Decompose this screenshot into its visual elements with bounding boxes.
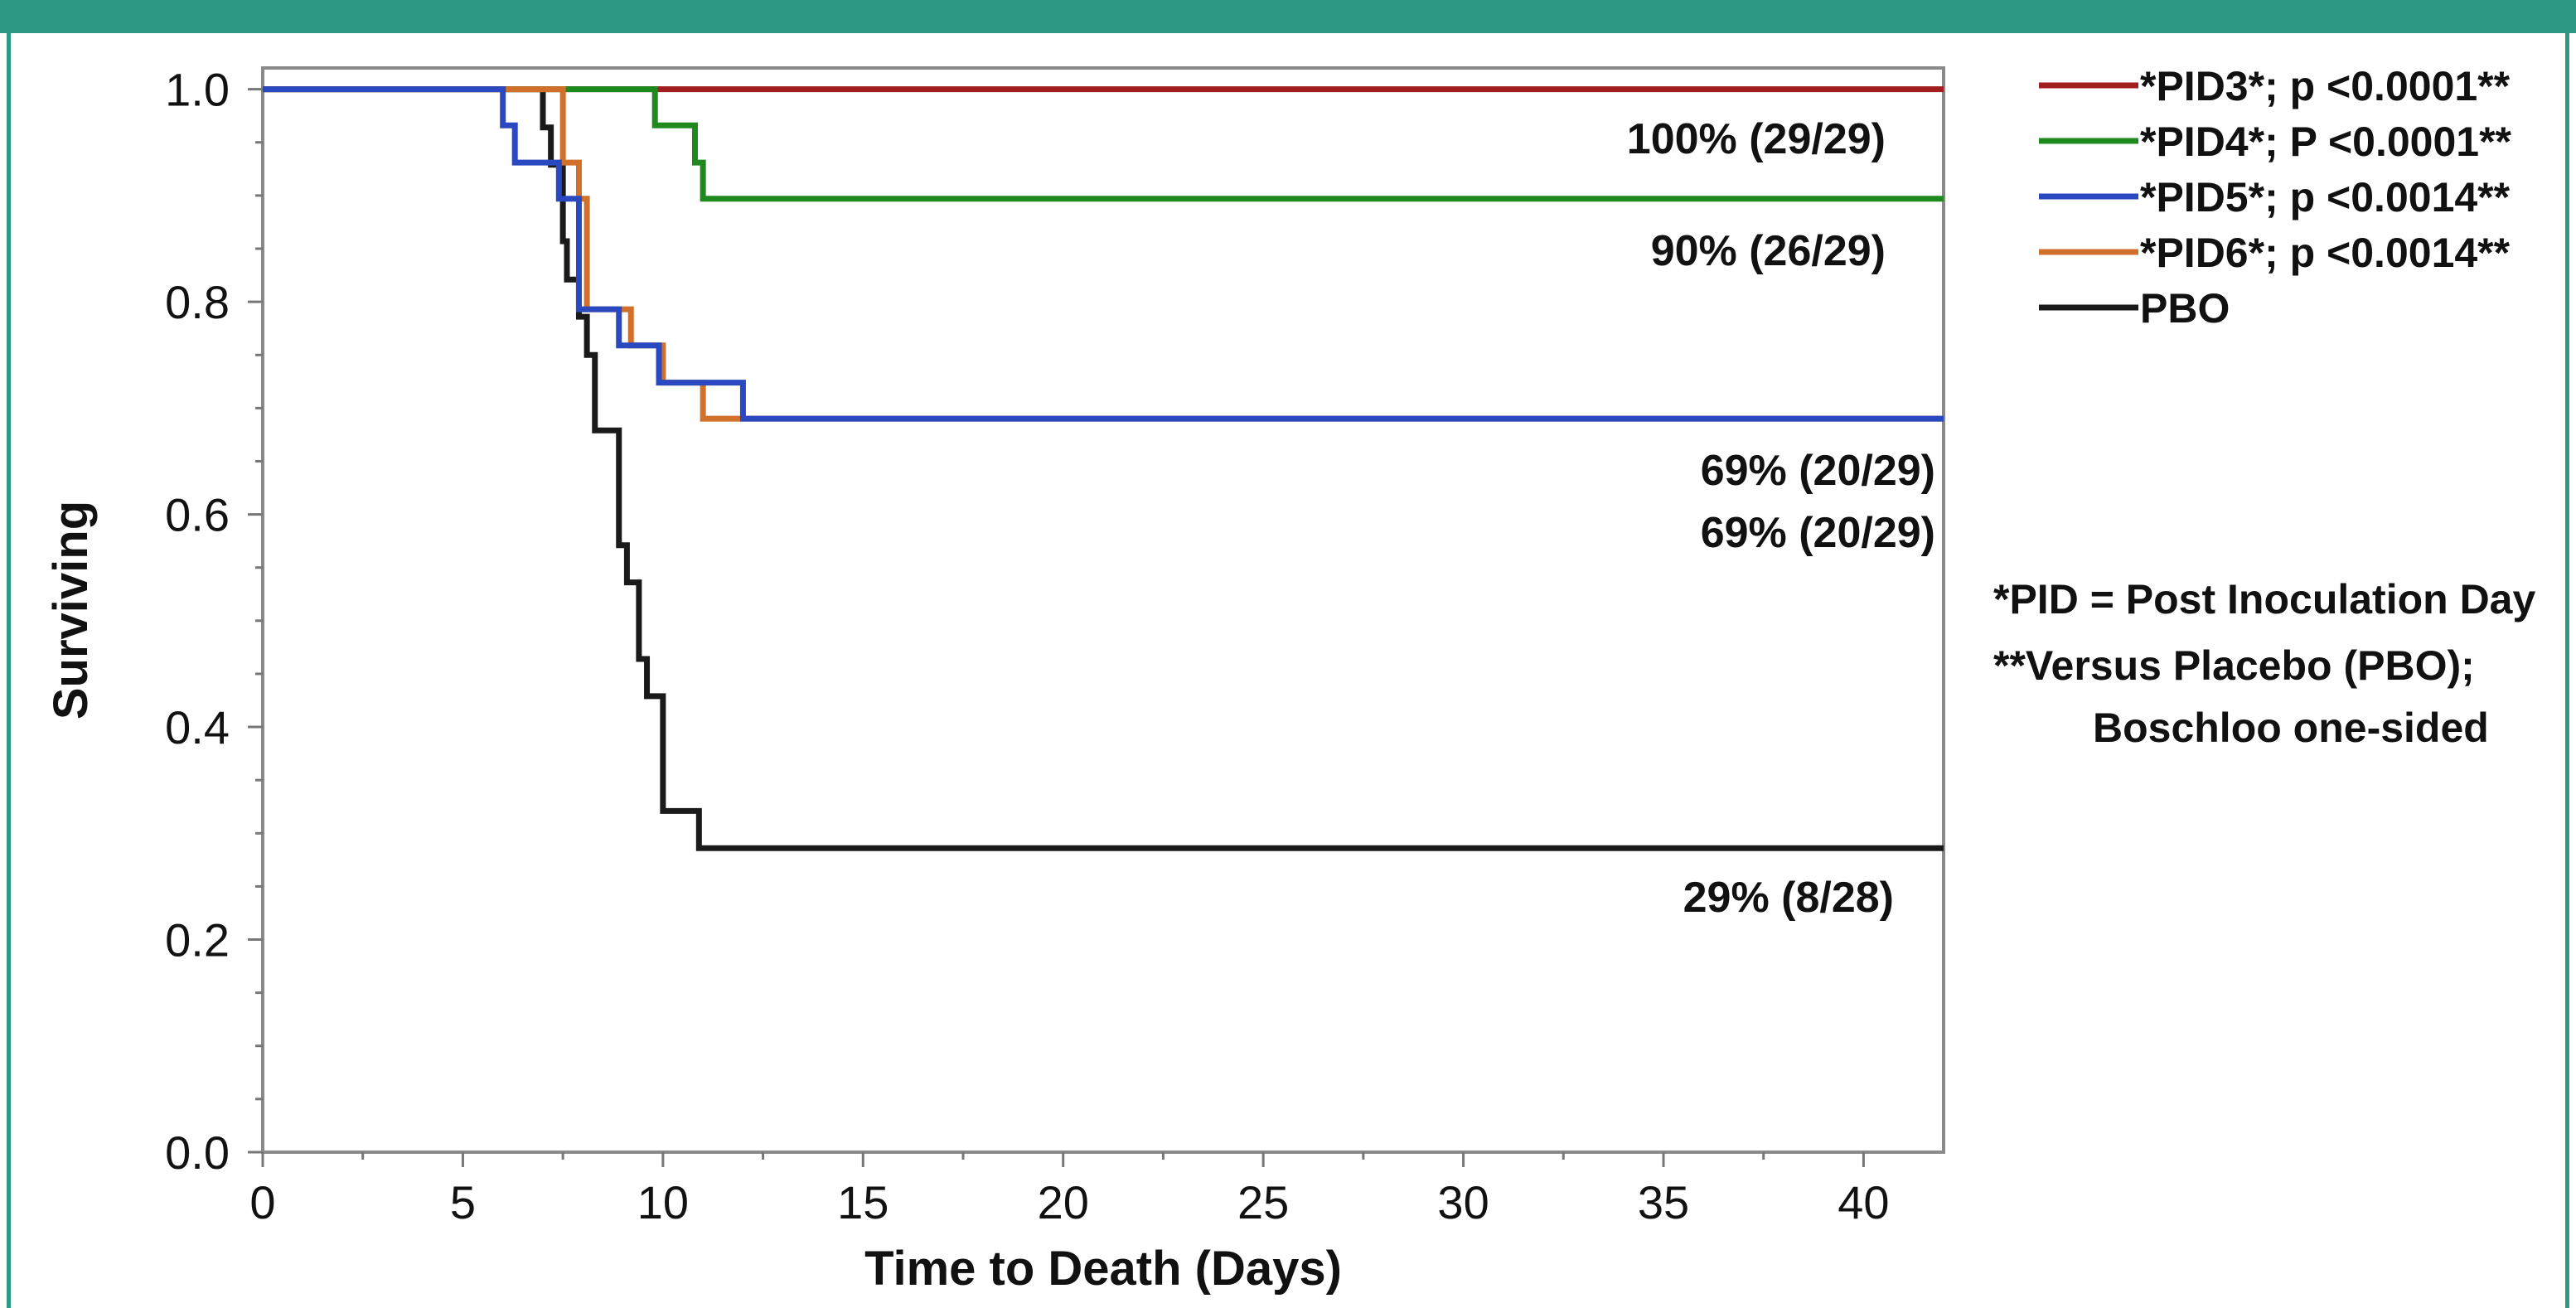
legend-entry: *PID6*; p <0.0014**	[2140, 230, 2511, 276]
series-end-label: 69% (20/29)	[1701, 447, 1935, 495]
series-end-label: 90% (26/29)	[1651, 227, 1886, 275]
legend-entry: *PID3*; p <0.0001**	[2140, 63, 2511, 109]
x-tick-label: 0	[249, 1176, 275, 1228]
x-axis-title: Time to Death (Days)	[864, 1242, 1342, 1296]
x-tick-label: 20	[1038, 1176, 1089, 1228]
legend-entry: PBO	[2140, 285, 2230, 332]
survival-chart: 0 5 10 15 20 25 30 35 40 0.0 0.2 0.4 0.6 0.8 1.0 Time t…	[44, 63, 2535, 1296]
x-tick-label: 15	[837, 1176, 889, 1228]
annotation-note: Boschloo one-sided	[2093, 705, 2489, 751]
y-axis-title: Surviving	[44, 501, 98, 719]
figure-frame: 0 5 10 15 20 25 30 35 40 0.0 0.2 0.4 0.6 0.8 1.0 Time t…	[7, 33, 2569, 1308]
title-banner	[0, 0, 2576, 33]
series-line-pid5-p-0-0014	[263, 86, 1944, 422]
plot-area	[261, 66, 1945, 1154]
x-tick-label: 25	[1237, 1176, 1289, 1228]
series-end-label: 100% (29/29)	[1627, 115, 1886, 163]
series-line-pbo	[263, 86, 1944, 851]
y-tick-label: 0.8	[165, 276, 230, 328]
y-tick-label: 0.4	[165, 701, 230, 753]
x-tick-label: 30	[1437, 1176, 1489, 1228]
y-tick-label: 0.2	[165, 914, 230, 966]
legend-entry: *PID4*; P <0.0001**	[2140, 119, 2512, 165]
x-tick-label: 40	[1838, 1176, 1889, 1228]
x-tick-label: 35	[1638, 1176, 1689, 1228]
legend-entry: *PID5*; p <0.0014**	[2140, 174, 2511, 220]
x-tick-label: 5	[450, 1176, 476, 1228]
series-line-pid4-p-0-0001	[263, 86, 1944, 202]
annotation-note: **Versus Placebo (PBO);	[1993, 642, 2475, 689]
series-end-label: 69% (20/29)	[1701, 509, 1935, 557]
y-tick-label: 0.6	[165, 489, 230, 541]
y-tick-label: 0.0	[165, 1126, 230, 1179]
y-tick-label: 1.0	[165, 64, 230, 116]
x-tick-label: 10	[637, 1176, 689, 1228]
series-end-label: 29% (8/28)	[1683, 874, 1894, 922]
annotation-note: *PID = Post Inoculation Day	[1993, 576, 2535, 623]
